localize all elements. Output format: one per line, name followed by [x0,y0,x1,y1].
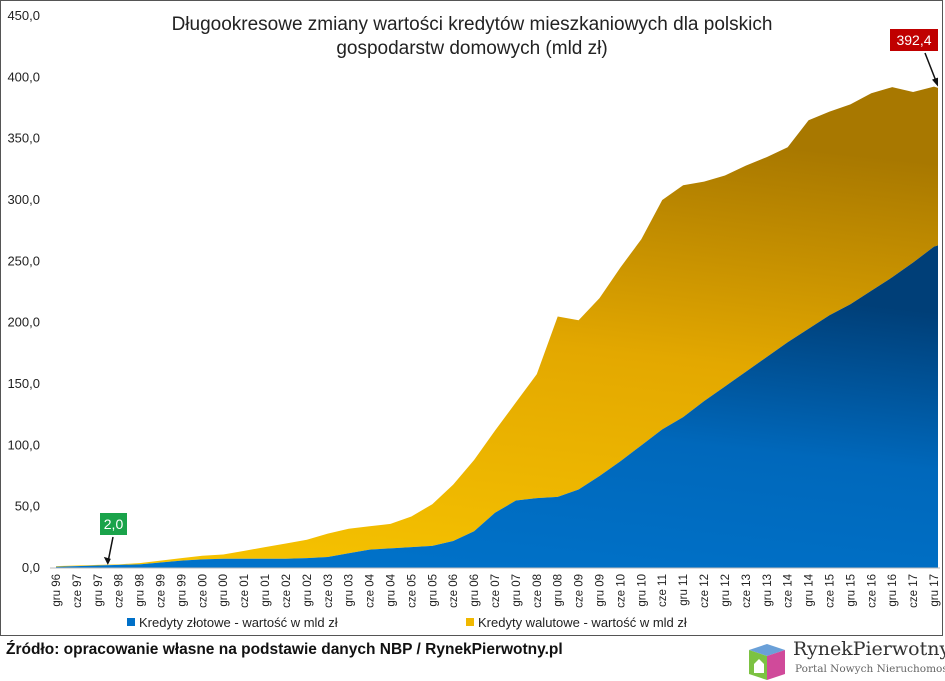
house-cube-icon [749,644,785,680]
x-tick-label: cze 97 [72,574,84,608]
annotation-label-start: 2,0 [104,516,124,532]
area-series-fx [56,86,938,567]
x-tick-label: cze 07 [490,574,502,608]
x-tick-label: gru 10 [636,574,648,607]
x-tick-label: cze 17 [908,574,920,608]
logo-name: RynekPierwotny [793,638,945,660]
x-tick-label: gru 11 [678,574,690,606]
y-tick-label: 250,0 [7,253,40,268]
y-tick-label: 200,0 [7,315,40,330]
x-tick-label: cze 13 [741,574,753,608]
x-tick-label: cze 16 [866,574,878,608]
x-tick-label: gru 01 [260,574,272,607]
logo-tagline: Portal Nowych Nieruchomości [795,663,945,675]
x-tick-label: cze 00 [197,574,209,608]
arrowhead-icon [932,77,938,87]
legend-label-fx: Kredyty walutowe - wartość w mld zł [478,615,687,630]
chart-svg: Długookresowe zmiany wartości kredytów m… [7,8,941,630]
legend-swatch-pln [127,618,135,626]
x-tick-label: cze 14 [783,573,795,607]
y-tick-label: 400,0 [7,69,40,84]
y-tick-label: 50,0 [15,499,40,514]
x-tick-label: gru 12 [720,574,732,607]
x-tick-label: cze 03 [323,574,335,608]
x-tick-label: gru 03 [344,574,356,607]
x-tick-label: gru 08 [553,574,565,607]
x-tick-label: gru 14 [804,573,816,606]
arrowhead-icon [103,556,111,565]
x-tick-label: cze 08 [532,574,544,608]
x-tick-label: cze 09 [574,574,586,608]
x-tick-label: gru 99 [176,574,188,607]
x-tick-label: gru 09 [595,574,607,607]
chart-title-line-2: gospodarstw domowych (mld zł) [336,38,607,59]
x-tick-label: gru 04 [385,573,397,606]
y-tick-label: 0,0 [22,560,40,575]
y-tick-label: 350,0 [7,131,40,146]
x-tick-label: cze 05 [406,574,418,608]
x-tick-label: gru 07 [511,574,523,607]
x-tick-label: gru 05 [427,574,439,607]
x-tick-label: gru 96 [51,574,63,607]
area-series-pln [56,245,938,569]
x-tick-label: gru 00 [218,574,230,607]
x-tick-label: cze 15 [824,574,836,608]
x-tick-label: gru 16 [887,574,899,607]
x-tick-label: gru 97 [93,574,105,607]
x-tick-label: cze 98 [114,574,126,608]
x-tick-label: gru 15 [845,574,857,607]
chart-title-line-1: Długookresowe zmiany wartości kredytów m… [172,14,773,35]
y-tick-label: 300,0 [7,192,40,207]
annotation-arrow-end [924,52,938,84]
x-tick-label: cze 01 [239,574,251,608]
y-tick-label: 150,0 [7,376,40,391]
x-tick-label: gru 98 [135,574,147,607]
x-tick-label: gru 02 [302,574,314,607]
x-tick-label: cze 06 [448,574,460,608]
x-tick-label: cze 02 [281,574,293,608]
x-tick-label: cze 04 [365,573,377,607]
annotation-box-start [100,513,127,535]
y-tick-label: 100,0 [7,437,40,452]
x-tick-label: cze 99 [156,574,168,608]
x-tick-label: gru 06 [469,574,481,607]
y-tick-label: 450,0 [7,8,40,23]
x-tick-label: cze 12 [699,574,711,608]
annotation-label-end: 392,4 [896,32,931,48]
chart-frame [0,0,943,636]
x-tick-label: gru 13 [762,574,774,607]
legend-label-pln: Kredyty złotowe - wartość w mld zł [139,615,338,630]
x-tick-label: cze 11 [657,574,669,607]
legend-swatch-fx [466,618,474,626]
x-tick-label: cze 10 [615,574,627,608]
annotation-box-end [890,29,938,51]
logo: RynekPierwotny Portal Nowych Nieruchomoś… [745,638,945,681]
source-note: Źródło: opracowanie własne na podstawie … [6,641,563,658]
x-tick-label: gru 17 [929,574,941,607]
